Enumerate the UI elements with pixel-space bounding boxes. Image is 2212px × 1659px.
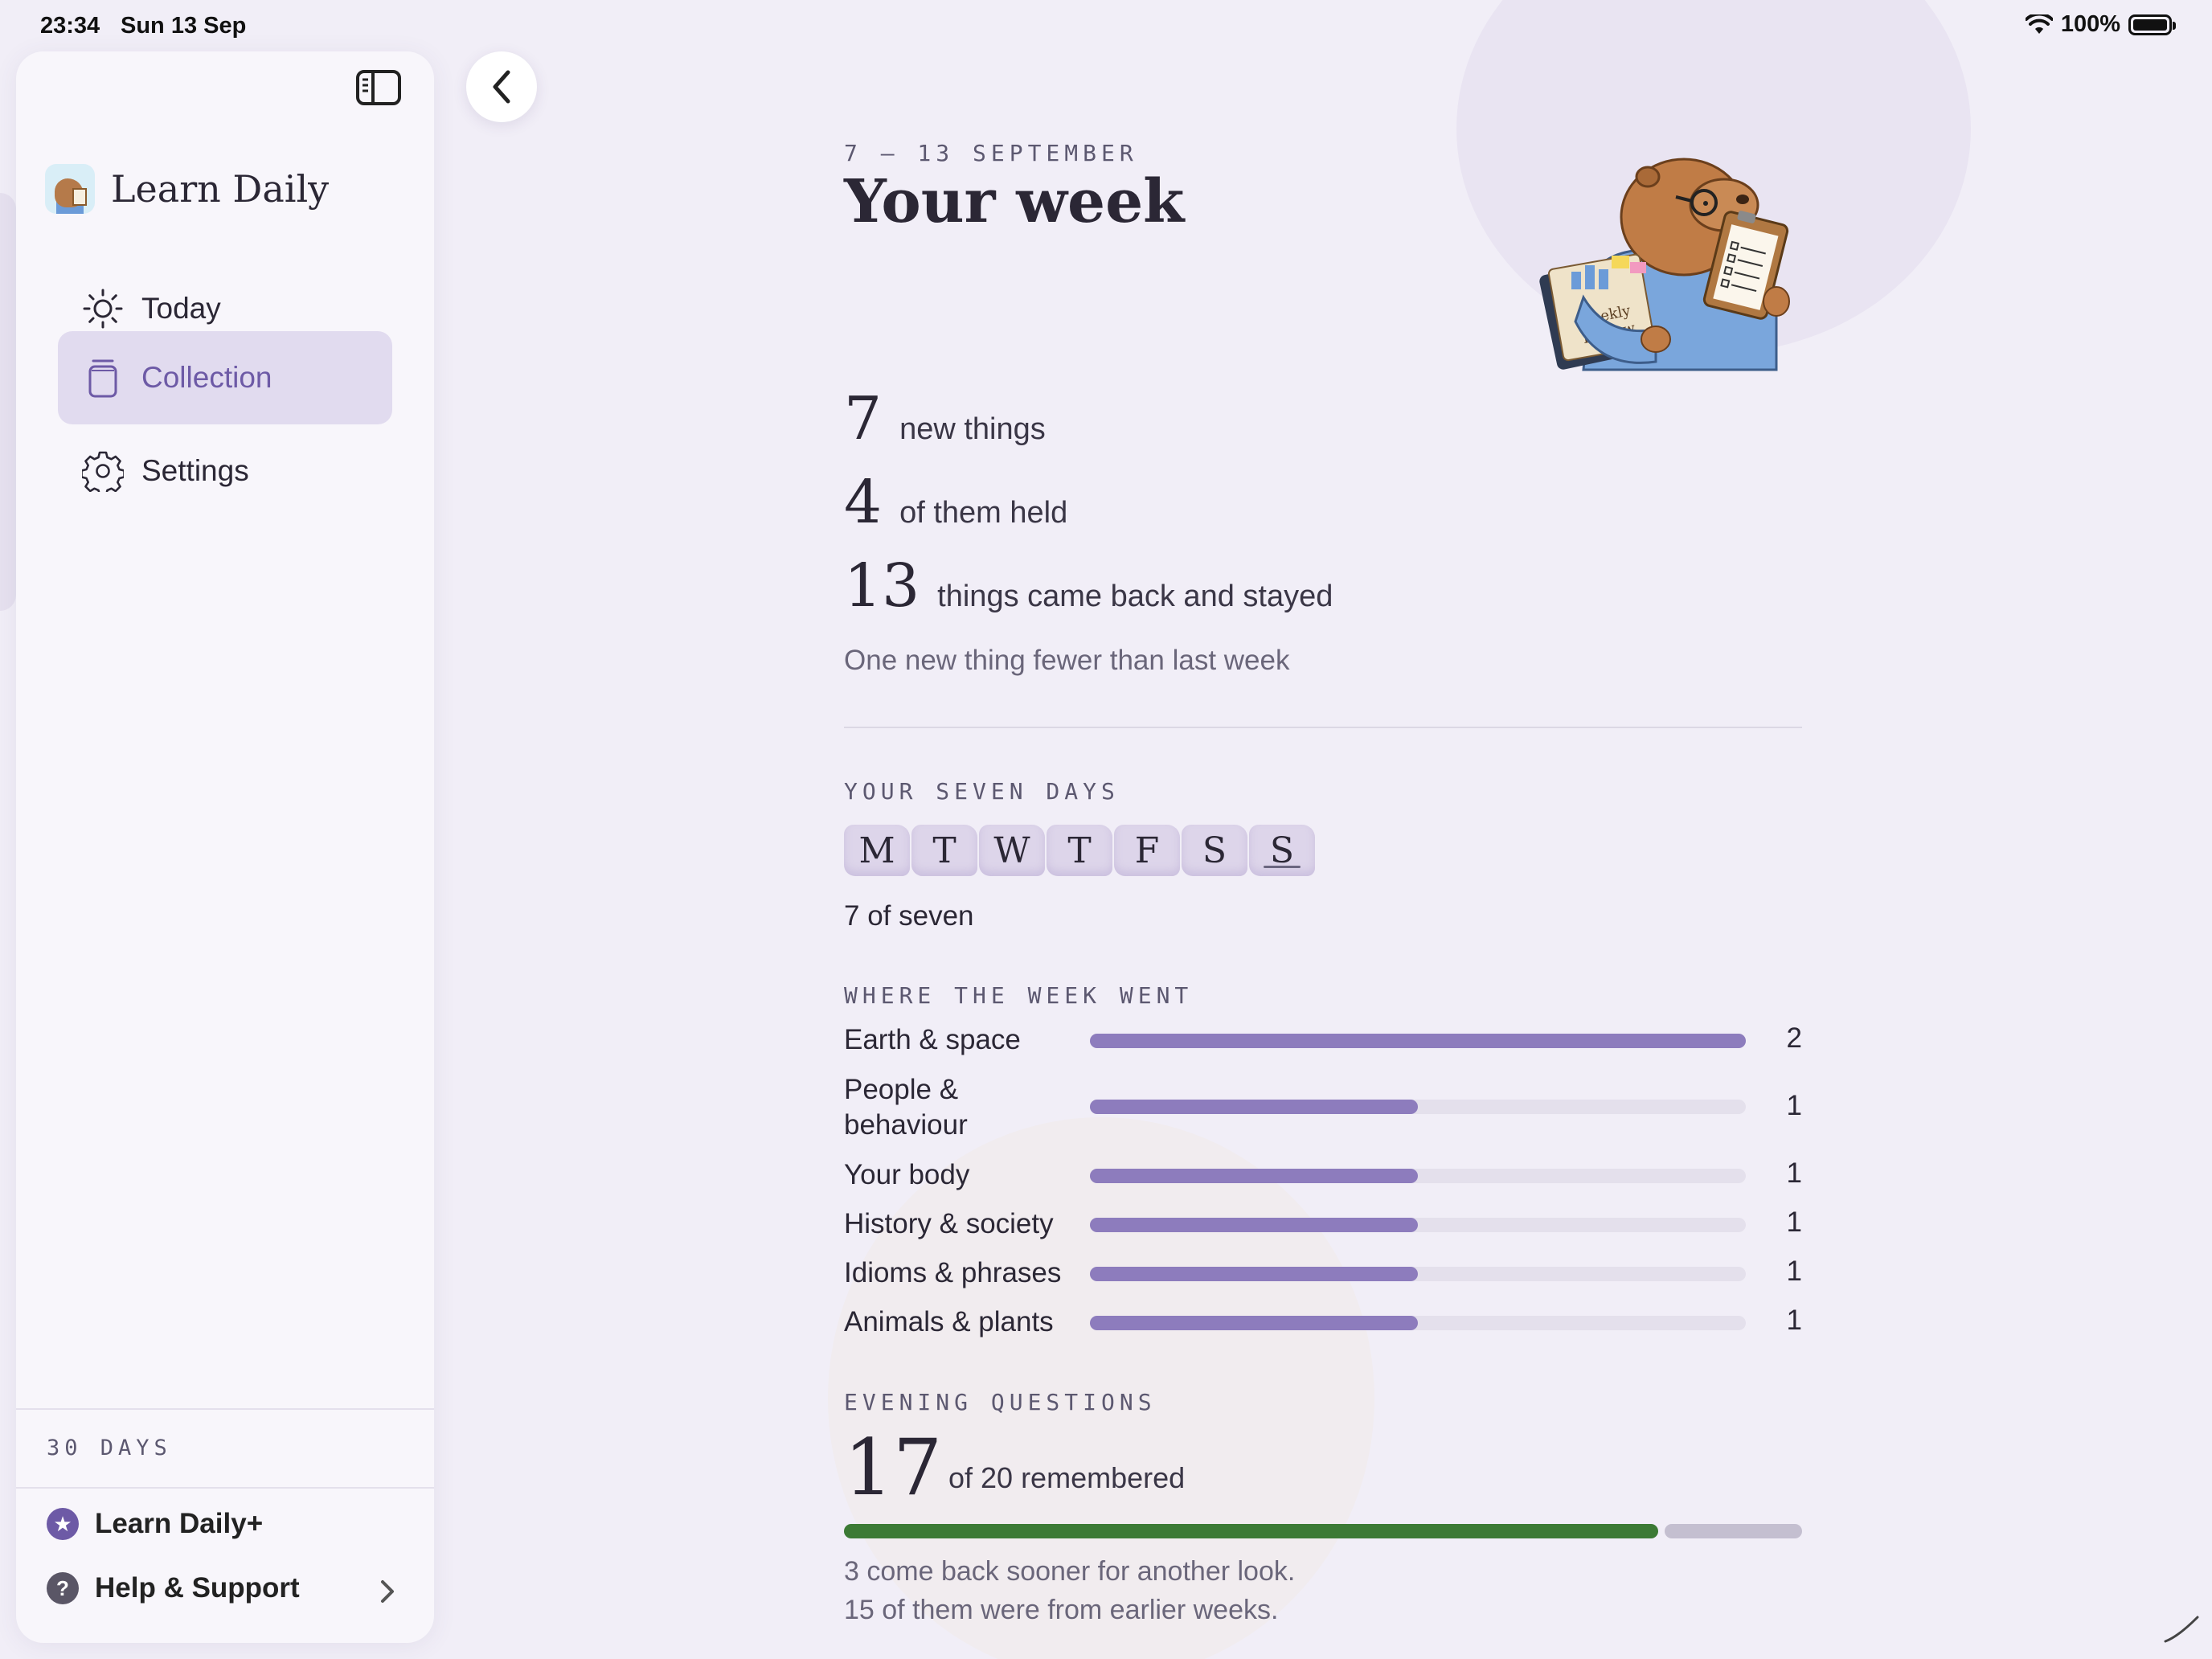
app-logo xyxy=(45,164,95,214)
topic-name: Idioms & phrases xyxy=(844,1257,1062,1288)
day-chip: M xyxy=(844,825,910,876)
remembered-progress-fill xyxy=(844,1524,1659,1538)
divider xyxy=(16,1487,434,1489)
topic-name: People & behaviour xyxy=(844,1074,968,1141)
topic-count: 1 xyxy=(1786,1157,1802,1189)
topic-count: 2 xyxy=(1786,1022,1802,1054)
topic-bar-fill xyxy=(1090,1218,1418,1232)
day-chip: T xyxy=(1047,825,1112,876)
sidebar-item-today[interactable]: Today xyxy=(58,262,392,355)
topic-bar xyxy=(1090,1100,1746,1114)
stat-value: 7 xyxy=(844,384,883,453)
topic-bar-fill xyxy=(1090,1034,1746,1048)
topic-name: Your body xyxy=(844,1159,970,1190)
divider xyxy=(16,1408,434,1410)
day-streak: M T W T F S S xyxy=(844,825,1315,876)
sidebar-item-label: Settings xyxy=(141,454,249,487)
section-label-seven-days: YOUR SEVEN DAYS xyxy=(844,778,1120,805)
wifi-icon xyxy=(2025,14,2053,34)
topic-bar-fill xyxy=(1090,1316,1418,1330)
section-label-evening-questions: EVENING QUESTIONS xyxy=(844,1389,1157,1415)
sidebar-footer-label: Help & Support xyxy=(95,1572,300,1604)
chevron-left-icon xyxy=(493,70,510,104)
stat-value: 4 xyxy=(844,468,883,537)
topic-bar xyxy=(1090,1316,1746,1330)
jar-icon xyxy=(88,359,117,398)
remaining-progress xyxy=(1665,1524,1802,1538)
topic-bar xyxy=(1090,1034,1746,1048)
topic-count: 1 xyxy=(1786,1305,1802,1336)
day-chip: F xyxy=(1114,825,1180,876)
sidebar-footer-label: Learn Daily+ xyxy=(95,1508,264,1539)
stat-label: things came back and stayed xyxy=(937,580,1333,613)
days-label: 30 DAYS xyxy=(47,1436,172,1460)
stat-came-back: 13 things came back and stayed xyxy=(844,551,1333,621)
sidebar-item-label: Today xyxy=(141,292,221,325)
evening-note: 15 of them were from earlier weeks. xyxy=(844,1595,1279,1625)
pencil-indicator-icon xyxy=(2164,1616,2199,1643)
section-label-topics: WHERE THE WEEK WENT xyxy=(844,982,1194,1009)
stat-label: new things xyxy=(899,412,1046,446)
stat-new-things: 7 new things xyxy=(844,384,1046,453)
remembered-progress-bar xyxy=(844,1524,1802,1538)
day-chip: S xyxy=(1182,825,1247,876)
star-icon: ★ xyxy=(47,1508,79,1540)
remembered-label: of 20 remembered xyxy=(948,1461,1186,1494)
sidebar-toggle-icon[interactable] xyxy=(355,69,402,106)
divider xyxy=(844,727,1802,728)
chevron-right-icon[interactable] xyxy=(376,1575,399,1608)
remembered-count: 17 xyxy=(844,1423,943,1513)
topic-name: Earth & space xyxy=(844,1024,1021,1055)
sidebar-item-label: Collection xyxy=(141,361,272,394)
gear-icon xyxy=(82,451,124,492)
sidebar: Learn Daily Today Collection Settings xyxy=(16,51,434,1643)
topic-name: History & society xyxy=(844,1208,1054,1239)
question-icon: ? xyxy=(47,1572,79,1604)
page-title: Your week xyxy=(844,167,1185,236)
stat-value: 13 xyxy=(844,551,920,621)
background-circle xyxy=(828,1117,1374,1659)
status-date: Sun 13 Sep xyxy=(121,13,247,39)
week-comparison: One new thing fewer than last week xyxy=(844,645,1290,676)
stat-label: of them held xyxy=(899,496,1068,530)
sun-icon xyxy=(83,289,123,329)
topic-name: Animals & plants xyxy=(844,1306,1054,1337)
background-edge xyxy=(0,193,16,611)
day-chip: T xyxy=(911,825,977,876)
app-brand: Learn Daily xyxy=(45,164,329,214)
topic-bar xyxy=(1090,1169,1746,1183)
topic-bar xyxy=(1090,1267,1746,1281)
topic-bar-fill xyxy=(1090,1100,1418,1114)
status-bar: 23:34 Sun 13 Sep 100% xyxy=(0,0,2212,51)
sidebar-item-collection[interactable]: Collection xyxy=(58,331,392,424)
topic-count: 1 xyxy=(1786,1256,1802,1287)
days-summary: 7 of seven xyxy=(844,900,974,932)
sidebar-item-help-support[interactable]: ? Help & Support xyxy=(47,1572,300,1604)
battery-icon xyxy=(2128,14,2176,35)
day-chip: W xyxy=(979,825,1045,876)
sidebar-item-learn-daily-plus[interactable]: ★ Learn Daily+ xyxy=(47,1508,263,1540)
sidebar-item-settings[interactable]: Settings xyxy=(58,424,392,518)
evening-note: 3 come back sooner for another look. xyxy=(844,1556,1296,1587)
topic-count: 1 xyxy=(1786,1090,1802,1121)
app-name: Learn Daily xyxy=(111,167,330,211)
status-indicators: 100% xyxy=(2025,11,2176,38)
topic-bar-fill xyxy=(1090,1267,1418,1281)
capybara-mascot-illustration: Weekly Review xyxy=(1539,158,1790,371)
topic-bar xyxy=(1090,1218,1746,1232)
day-chip-today: S xyxy=(1249,825,1315,876)
topic-bar-fill xyxy=(1090,1169,1418,1183)
back-button[interactable] xyxy=(466,51,537,122)
stat-held: 4 of them held xyxy=(844,468,1067,537)
date-range: 7 – 13 SEPTEMBER xyxy=(844,140,1138,166)
topic-count: 1 xyxy=(1786,1206,1802,1238)
status-time: 23:34 xyxy=(40,13,100,39)
battery-percentage: 100% xyxy=(2060,11,2120,37)
